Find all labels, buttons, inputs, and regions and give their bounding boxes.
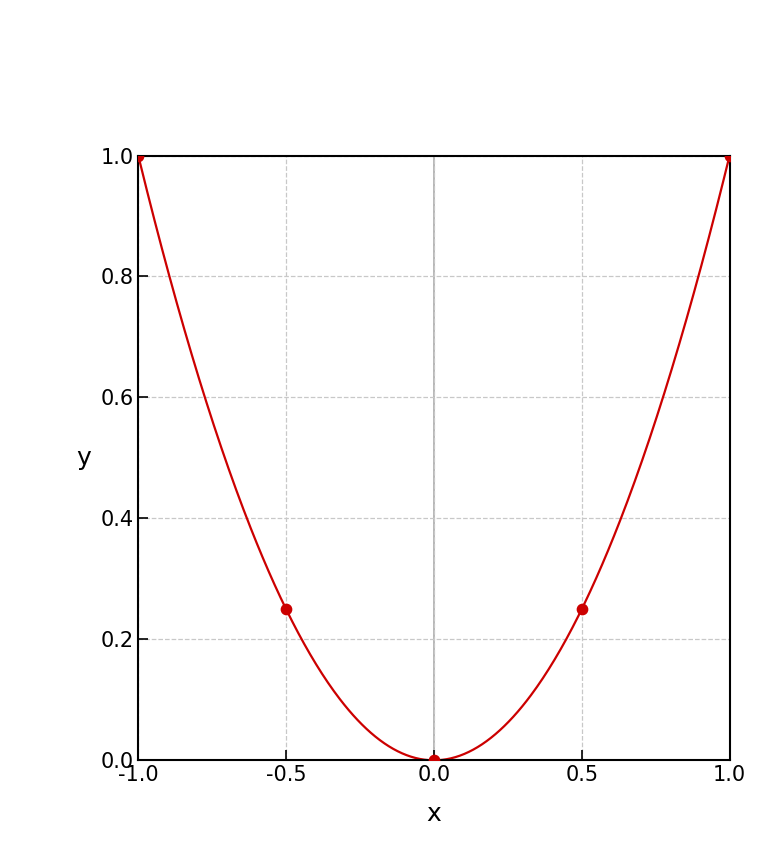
Point	[280, 602, 292, 616]
Y-axis label: y: y	[76, 446, 91, 470]
Point	[132, 149, 144, 162]
Point	[428, 753, 440, 767]
Point	[723, 149, 736, 162]
X-axis label: x: x	[426, 802, 442, 826]
Point	[576, 602, 588, 616]
